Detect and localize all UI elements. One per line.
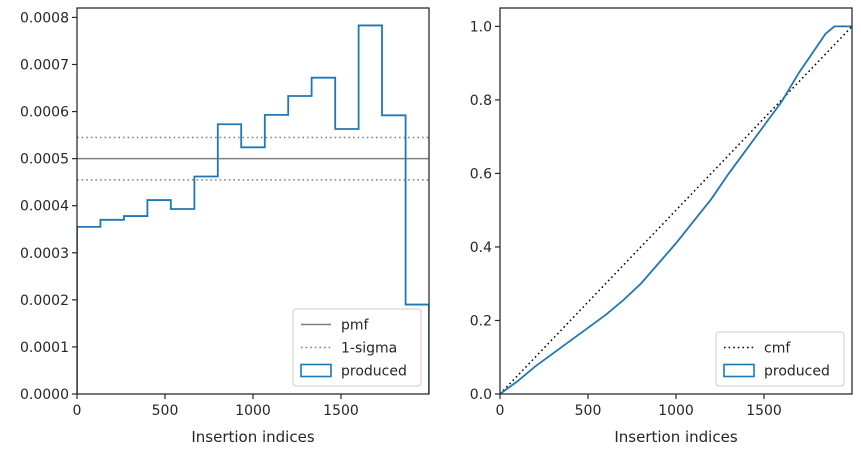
chart-2-legend-box: [715, 331, 845, 387]
chart-1-x-tick-label: 1000: [235, 403, 271, 419]
chart-2-series-produced: [500, 25, 852, 394]
chart-1-y-tick-label: 0.0006: [20, 105, 69, 121]
chart-2-y-tick-label: 0.8: [470, 93, 492, 109]
chart-1-x-tick-label: 0: [73, 403, 82, 419]
chart-1-y-tick-label: 0.0007: [20, 57, 69, 73]
chart-1-legend-label-1-sigma: 1-sigma: [341, 341, 397, 357]
chart-2-y-tick-label: 0.2: [470, 313, 492, 329]
chart-2-y-tick-label: 0.6: [470, 166, 492, 182]
chart-1-series-produced: [77, 24, 429, 394]
chart-1-legend-box: [292, 308, 422, 387]
chart-1-plot-area: [77, 24, 429, 394]
chart-1-legend-label-produced: produced: [341, 364, 407, 380]
chart-1-x-tick-label: 500: [152, 403, 179, 419]
chart-1-x-tick-label: 1500: [323, 403, 359, 419]
chart-2-series-cmf: [500, 25, 852, 394]
chart-2-x-tick-label: 500: [575, 403, 602, 419]
chart-1-y-tick-label: 0.0003: [20, 246, 69, 262]
chart-2-x-tick-label: 0: [496, 403, 505, 419]
chart-1-legend-swatch-produced: [300, 363, 332, 378]
chart-1-y-tick-label: 0.0002: [20, 293, 69, 309]
chart-2-y-tick-label: 1.0: [470, 19, 492, 35]
chart-2-plot-area: [500, 25, 852, 394]
chart-1-y-tick-label: 0.0000: [20, 387, 69, 403]
chart-1-x-axis-label: Insertion indices: [191, 428, 314, 446]
chart-1-y-tick-label: 0.0005: [20, 152, 69, 168]
chart-2-x-tick-label: 1000: [658, 403, 694, 419]
chart-2-legend-label-cmf: cmf: [764, 341, 791, 357]
chart-1-y-tick-label: 0.0004: [20, 199, 69, 215]
chart-1-y-tick-label: 0.0001: [20, 340, 69, 356]
chart-2-legend-swatch-produced: [723, 363, 755, 378]
chart-1-legend-label-pmf: pmf: [341, 318, 370, 334]
chart-2-y-tick-label: 0.0: [470, 387, 492, 403]
chart-2-y-tick-label: 0.4: [470, 240, 492, 256]
chart-1-y-tick-label: 0.0008: [20, 10, 69, 26]
chart-2-x-tick-label: 1500: [746, 403, 782, 419]
chart-2-legend-label-produced: produced: [764, 364, 830, 380]
chart-2-x-axis-label: Insertion indices: [614, 428, 737, 446]
